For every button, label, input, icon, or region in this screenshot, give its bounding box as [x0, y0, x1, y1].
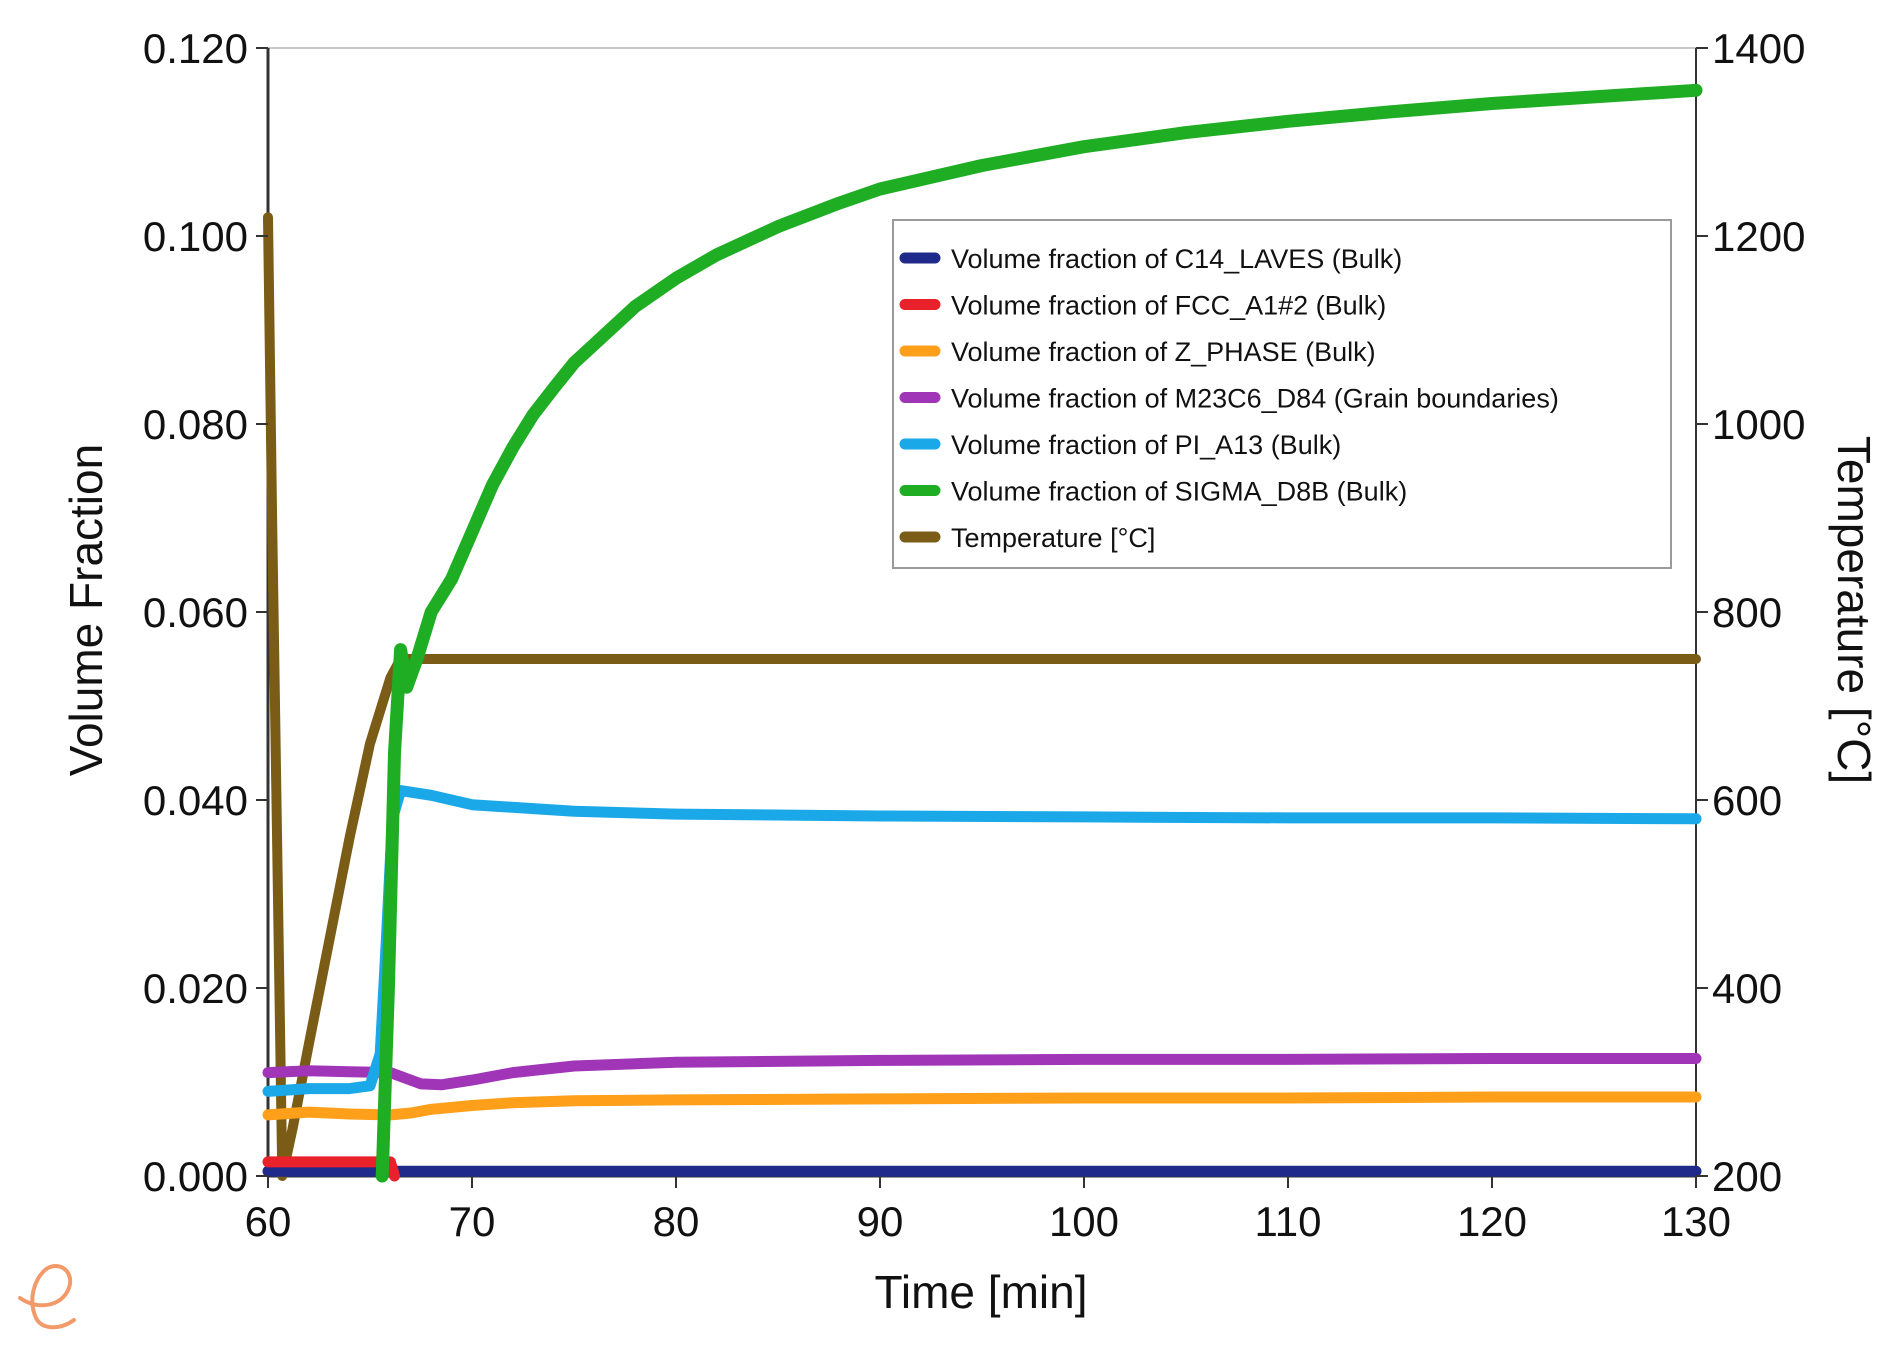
legend: Volume fraction of C14_LAVES (Bulk) Volum… [892, 219, 1672, 569]
y2-axis-title: Temperature [°C] [1828, 436, 1880, 784]
legend-label: Volume fraction of C14_LAVES (Bulk) [951, 244, 1402, 274]
x-tick-label: 70 [449, 1198, 496, 1245]
y2-tick-label: 1400 [1712, 25, 1805, 72]
y2-tick-label: 800 [1712, 589, 1782, 636]
y2-tick-label: 600 [1712, 777, 1782, 824]
y-tick-label: 0.120 [143, 25, 248, 72]
y2-tick-label: 1200 [1712, 213, 1805, 260]
series-layer [262, 83, 1703, 1183]
x-tick-label: 110 [1255, 1198, 1322, 1245]
series-line-volume-fraction-of-fcc-a1-2-bulk [262, 1156, 400, 1182]
series-line-volume-fraction-of-sigma-d8b-bulk [375, 83, 1703, 1183]
y-axis-right: 200 400 600 800 1000 1200 1400 [1696, 25, 1805, 1200]
plot-frame [266, 47, 1697, 1178]
x-tick-label: 100 [1049, 1198, 1119, 1245]
legend-label: Volume fraction of SIGMA_D8B (Bulk) [951, 477, 1407, 507]
legend-label: Volume fraction of M23C6_D84 (Grain boun… [951, 384, 1559, 414]
y-tick-label: 0.080 [143, 401, 248, 448]
publisher-logo [18, 1264, 76, 1330]
legend-label: Volume fraction of Z_PHASE (Bulk) [951, 337, 1376, 367]
x-axis-title: Time [min] [875, 1266, 1088, 1318]
legend-label: Volume fraction of PI_A13 (Bulk) [951, 430, 1341, 460]
series-line-volume-fraction-of-m23c6-d84-grain-boundaries [262, 1053, 1702, 1091]
y-tick-label: 0.000 [143, 1153, 248, 1200]
x-axis: 60 70 80 90 100 110 120 130 [245, 1176, 1731, 1245]
legend-label: Temperature [°C] [951, 523, 1155, 553]
y-axis-left: 0.000 0.020 0.040 0.060 0.080 0.100 0.120 [143, 25, 268, 1200]
x-tick-label: 60 [245, 1198, 292, 1245]
y-tick-label: 0.060 [143, 589, 248, 636]
y2-tick-label: 400 [1712, 965, 1782, 1012]
x-tick-label: 130 [1661, 1198, 1731, 1245]
x-tick-label: 90 [857, 1198, 904, 1245]
y-tick-label: 0.100 [143, 213, 248, 260]
y2-tick-label: 200 [1712, 1153, 1782, 1200]
legend-box [892, 219, 1672, 569]
x-tick-label: 120 [1457, 1198, 1527, 1245]
y-axis-title: Volume Fraction [60, 444, 112, 776]
legend-label: Volume fraction of FCC_A1#2 (Bulk) [951, 291, 1386, 321]
y-tick-label: 0.040 [143, 777, 248, 824]
x-tick-label: 80 [653, 1198, 700, 1245]
y-tick-label: 0.020 [143, 965, 248, 1012]
plot-border [267, 47, 1697, 1177]
series-line-volume-fraction-of-pi-a13-bulk [262, 785, 1702, 1097]
y2-tick-label: 1000 [1712, 401, 1805, 448]
series-line-volume-fraction-of-z-phase-bulk [262, 1091, 1702, 1121]
